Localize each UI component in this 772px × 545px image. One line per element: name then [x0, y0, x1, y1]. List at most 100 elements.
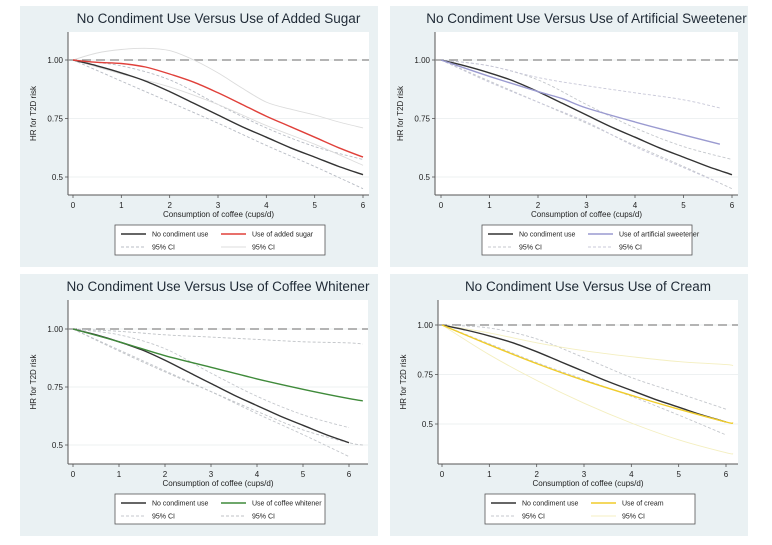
y-tick-label: 0.75 — [414, 115, 430, 124]
x-axis-title: Consumption of coffee (cups/d) — [532, 479, 643, 488]
series-group — [68, 328, 368, 458]
x-tick-label: 6 — [347, 470, 352, 479]
series-line-use-of-cream — [441, 324, 734, 424]
y-tick-label: 0.5 — [52, 173, 64, 182]
legend-label-ci: 95% CI — [522, 514, 545, 521]
y-tick-label: 0.5 — [52, 441, 64, 450]
y-axis-title: HR for T2D risk — [29, 354, 38, 410]
series-line-no-condiment-use — [441, 324, 727, 423]
x-tick-label: 2 — [167, 201, 172, 210]
series-group — [435, 59, 738, 190]
x-tick-label: 3 — [582, 470, 587, 479]
series-group — [68, 47, 369, 190]
x-tick-label: 1 — [487, 470, 492, 479]
y-tick-label: 1.00 — [47, 325, 63, 334]
series-line-no-condiment-use — [440, 59, 733, 176]
x-tick-label: 5 — [676, 470, 681, 479]
x-tick-label: 0 — [439, 201, 444, 210]
chart-title: No Condiment Use Versus Use of Cream — [465, 279, 711, 294]
legend-label-ci: 95% CI — [519, 245, 542, 252]
y-tick-label: 0.75 — [417, 371, 433, 380]
legend-box — [114, 224, 326, 256]
legend-label: Use of added sugar — [252, 232, 314, 239]
plot-area — [68, 300, 368, 464]
chart-panel-added-sugar: No Condiment Use Versus Use of Added Sug… — [20, 6, 378, 267]
x-tick-label: 6 — [730, 201, 735, 210]
ci-line-use-of-cream-95-ci-lower — [441, 324, 734, 455]
ci-line-no-condiment-use-95-ci-lower — [72, 59, 364, 190]
legend-label: No condiment use — [522, 501, 579, 508]
x-tick-label: 0 — [71, 201, 76, 210]
x-tick-label: 5 — [312, 201, 317, 210]
legend-label: Use of coffee whitener — [252, 501, 322, 508]
x-tick-label: 5 — [681, 201, 686, 210]
legend-label-ci: 95% CI — [152, 514, 175, 521]
y-axis-title: HR for T2D risk — [399, 354, 408, 410]
series-line-no-condiment-use — [72, 59, 364, 176]
x-tick-label: 1 — [487, 201, 492, 210]
x-axis-title: Consumption of coffee (cups/d) — [163, 210, 274, 219]
y-axis-title: HR for T2D risk — [29, 85, 38, 141]
x-tick-label: 4 — [633, 201, 638, 210]
x-axis-title: Consumption of coffee (cups/d) — [531, 210, 642, 219]
legend-label: No condiment use — [152, 501, 209, 508]
ci-line-use-of-added-sugar-95-ci-upper — [72, 47, 364, 129]
ci-line-no-condiment-use-95-ci-lower — [441, 324, 727, 436]
chart-svg: No Condiment Use Versus Use of Cream 1.00… — [399, 279, 738, 525]
y-tick-label: 1.00 — [417, 321, 433, 330]
x-tick-label: 2 — [534, 470, 539, 479]
legend-label-ci: 95% CI — [252, 245, 275, 252]
ci-line-no-condiment-use-95-ci-upper — [72, 328, 350, 429]
x-tick-label: 2 — [536, 201, 541, 210]
chart-svg: No Condiment Use Versus Use of Artificia… — [396, 11, 747, 256]
x-tick-label: 3 — [209, 470, 214, 479]
series-group — [438, 324, 738, 455]
x-tick-label: 1 — [117, 470, 122, 479]
x-tick-label: 6 — [361, 201, 366, 210]
chart-title: No Condiment Use Versus Use of Coffee Wh… — [67, 279, 370, 294]
legend-box — [481, 224, 693, 256]
y-axis-title: HR for T2D risk — [396, 85, 405, 141]
plot-area — [435, 32, 738, 195]
x-tick-label: 4 — [255, 470, 260, 479]
x-tick-label: 5 — [301, 470, 306, 479]
x-tick-label: 3 — [216, 201, 221, 210]
x-tick-label: 4 — [629, 470, 634, 479]
y-tick-label: 0.5 — [419, 173, 431, 182]
legend-box — [484, 493, 696, 525]
y-tick-label: 1.00 — [47, 56, 63, 65]
chart-svg: No Condiment Use Versus Use of Coffee Wh… — [29, 279, 370, 525]
chart-title: No Condiment Use Versus Use of Added Sug… — [77, 11, 361, 26]
x-tick-label: 0 — [440, 470, 445, 479]
chart-title: No Condiment Use Versus Use of Artificia… — [426, 11, 747, 26]
ci-line-use-of-artificial-sweetener-95-ci-upper — [440, 59, 721, 109]
chart-panel-cream: No Condiment Use Versus Use of Cream 1.00… — [390, 274, 748, 536]
y-tick-label: 1.00 — [414, 56, 430, 65]
x-tick-label: 0 — [71, 470, 76, 479]
legend-label-ci: 95% CI — [252, 514, 275, 521]
legend-label-ci: 95% CI — [152, 245, 175, 252]
legend-label: Use of cream — [622, 501, 664, 508]
x-tick-label: 1 — [119, 201, 124, 210]
chart-svg: No Condiment Use Versus Use of Added Sug… — [29, 11, 369, 256]
ci-line-no-condiment-use-95-ci-upper — [441, 324, 727, 410]
legend-label: No condiment use — [519, 232, 576, 239]
x-tick-label: 6 — [724, 470, 729, 479]
legend-label-ci: 95% CI — [622, 514, 645, 521]
x-axis-title: Consumption of coffee (cups/d) — [162, 479, 273, 488]
legend-box — [114, 493, 326, 525]
x-tick-label: 3 — [584, 201, 589, 210]
ci-line-use-of-cream-95-ci-upper — [441, 324, 734, 367]
ci-line-use-of-coffee-whitener-95-ci-upper — [72, 328, 363, 345]
y-tick-label: 0.75 — [47, 115, 63, 124]
ci-line-use-of-added-sugar-95-ci-lower — [72, 59, 364, 166]
plot-area — [68, 32, 369, 195]
series-line-use-of-artificial-sweetener — [440, 59, 721, 145]
series-line-use-of-added-sugar — [72, 59, 364, 158]
series-line-use-of-coffee-whitener — [72, 328, 363, 402]
ci-line-no-condiment-use-95-ci-lower — [440, 59, 733, 190]
x-tick-label: 4 — [264, 201, 269, 210]
y-tick-label: 0.75 — [47, 383, 63, 392]
y-tick-label: 0.5 — [422, 420, 434, 429]
legend-label: No condiment use — [152, 232, 209, 239]
